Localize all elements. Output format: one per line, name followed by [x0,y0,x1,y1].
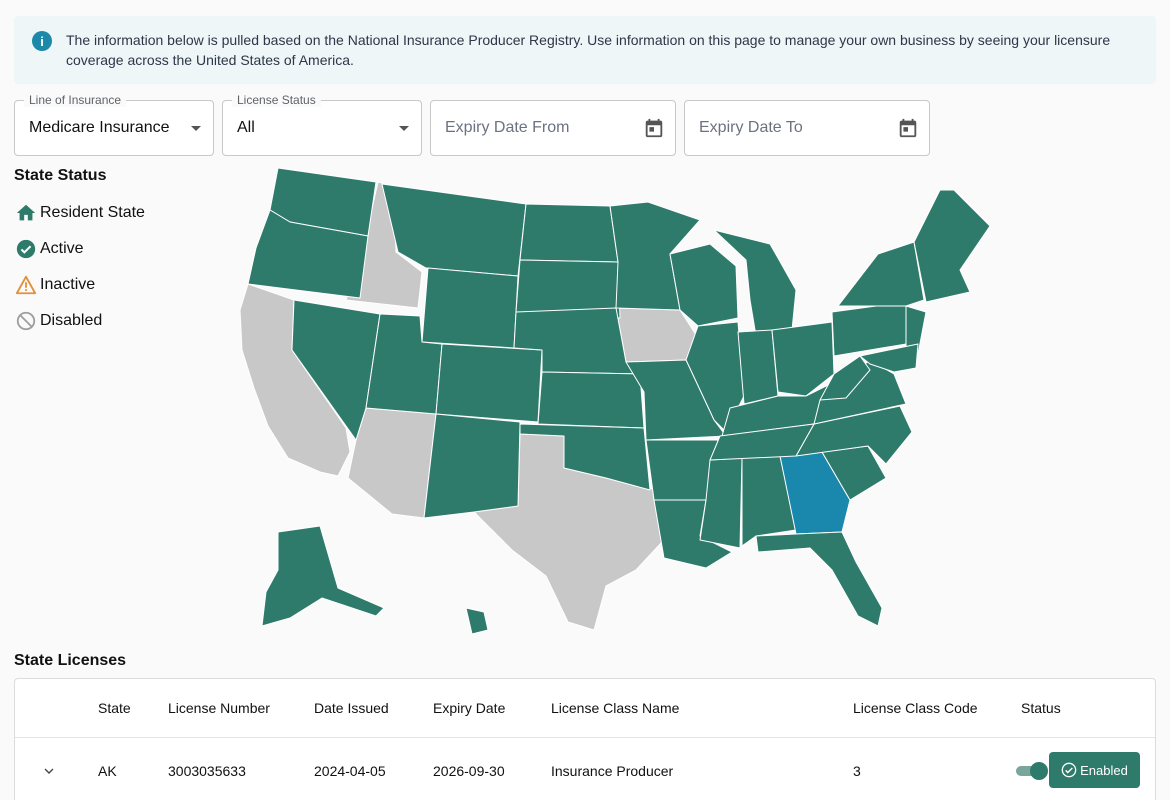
state-hawaii[interactable] [465,607,489,635]
cell-license-number: 3003035633 [168,763,246,779]
info-icon: i [32,31,52,51]
legend-label: Active [40,240,84,257]
cell-state: AK [98,763,117,779]
state-colorado[interactable] [435,343,543,423]
chevron-down-icon[interactable] [41,763,57,779]
enabled-label: Enabled [1080,762,1128,778]
line-of-insurance-select[interactable]: Line of Insurance Medicare Insurance [14,93,214,156]
state-new-york[interactable] [837,241,925,307]
check-circle-icon [1061,762,1077,778]
legend-disabled: Disabled [14,310,102,332]
legend-inactive: Inactive [14,274,95,296]
state-ohio[interactable] [771,321,835,397]
state-licenses-title: State Licenses [14,652,127,669]
column-header-expiry-date[interactable]: Expiry Date [433,700,506,716]
calendar-icon[interactable] [897,117,919,139]
status-toggle[interactable] [1016,762,1048,780]
expiry-date-to-input[interactable]: Expiry Date To [684,100,930,156]
chevron-down-icon [399,126,409,131]
us-map [239,167,991,635]
state-tennessee[interactable] [709,423,815,461]
expiry-date-to-placeholder: Expiry Date To [699,119,803,136]
license-status-value: All [237,119,255,136]
toggle-knob [1030,762,1048,780]
license-status-label: License Status [232,93,321,107]
licenses-table: State License Number Date Issued Expiry … [14,678,1156,800]
state-new-england[interactable] [913,189,991,303]
column-header-license-class-code[interactable]: License Class Code [853,700,978,716]
cell-license-class-name: Insurance Producer [551,763,674,779]
state-north-dakota[interactable] [519,203,619,263]
legend-active: Active [14,238,84,260]
warning-icon [15,275,37,295]
expiry-date-from-placeholder: Expiry Date From [445,119,570,136]
calendar-icon[interactable] [643,117,665,139]
state-oklahoma[interactable] [519,423,651,491]
state-south-dakota[interactable] [515,259,621,319]
legend-resident-state: Resident State [14,202,145,224]
column-header-license-class-name[interactable]: License Class Name [551,700,680,716]
state-new-jersey[interactable] [905,305,927,355]
state-status-title: State Status [14,167,107,184]
state-kansas[interactable] [537,371,645,429]
expiry-date-from-input[interactable]: Expiry Date From [430,100,676,156]
info-banner: i The information below is pulled based … [14,16,1156,84]
state-alaska[interactable] [261,525,385,627]
state-wisconsin[interactable] [669,243,739,327]
info-text: The information below is pulled based on… [66,32,1111,68]
cell-expiry-date: 2026-09-30 [433,763,505,779]
state-maryland[interactable] [859,343,919,373]
state-florida[interactable] [755,531,883,627]
legend-label: Inactive [40,276,96,293]
cell-license-class-code: 3 [853,763,861,779]
enabled-status-button[interactable]: Enabled [1049,752,1140,788]
line-of-insurance-label: Line of Insurance [24,93,127,107]
state-west-virginia[interactable] [819,355,871,401]
legend-label: Resident State [40,204,145,221]
state-nevada[interactable] [291,299,381,441]
column-header-date-issued[interactable]: Date Issued [314,700,389,716]
state-new-mexico[interactable] [423,413,521,519]
license-status-select[interactable]: License Status All [222,93,422,156]
column-header-status[interactable]: Status [1021,700,1061,716]
check-circle-icon [16,239,36,259]
column-header-license-number[interactable]: License Number [168,700,270,716]
state-iowa[interactable] [615,307,699,363]
legend-label: Disabled [40,312,103,329]
chevron-down-icon [191,126,201,131]
column-header-state[interactable]: State [98,700,131,716]
state-wyoming[interactable] [421,267,519,349]
line-of-insurance-value: Medicare Insurance [29,119,170,136]
header-divider [15,737,1155,738]
home-icon [16,204,36,221]
cell-date-issued: 2024-04-05 [314,763,386,779]
state-oregon[interactable] [247,209,369,299]
disabled-icon [16,311,36,331]
state-indiana[interactable] [737,329,779,405]
